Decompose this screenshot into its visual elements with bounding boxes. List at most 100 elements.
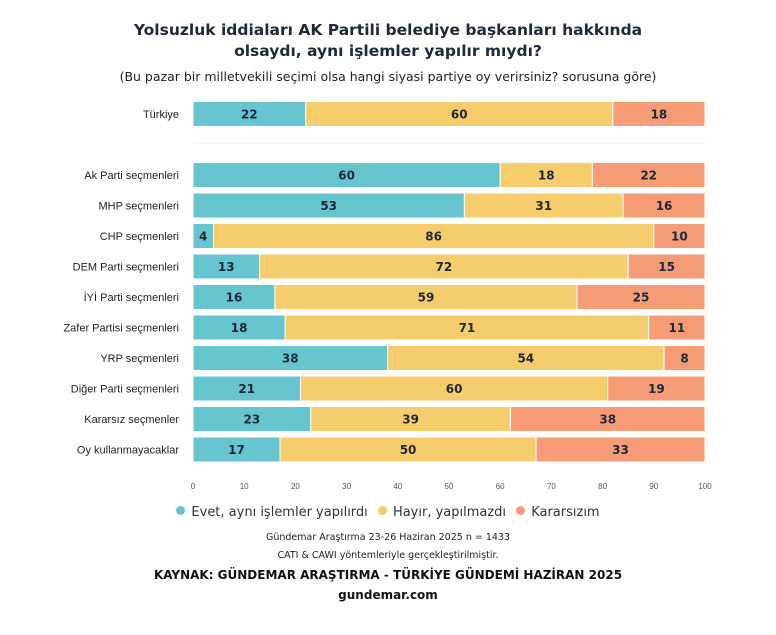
stacked-bar-chart: 0 10 20 30 40 50 60 70 80 90 100 Türkiye 22 60 18 Ak Pa… <box>63 101 712 491</box>
bar-segment <box>192 345 389 371</box>
data-label: 53 <box>320 199 337 213</box>
legend-dot-icon <box>176 506 186 515</box>
legend: Evet, aynı işlemler yapılırdı Hayır, yap… <box>0 505 776 520</box>
bar-segment <box>284 314 650 341</box>
x-tick-label: 50 <box>445 482 454 491</box>
bar-segment <box>300 375 609 402</box>
category-label: Türkiye <box>143 109 179 121</box>
category-label: DEM Parti seçmenleri <box>73 262 179 274</box>
bar-segment <box>192 375 302 402</box>
data-label: 21 <box>238 382 255 396</box>
x-tick-label: 60 <box>496 482 505 491</box>
category-label: YRP seçmenleri <box>100 353 179 365</box>
data-label: 19 <box>648 382 665 396</box>
x-tick-label: 10 <box>240 482 249 491</box>
x-tick-label: 100 <box>698 482 712 491</box>
category-label: Zafer Partisi seçmenleri <box>63 323 179 335</box>
x-tick-label: 40 <box>393 482 402 491</box>
data-label: 60 <box>338 169 355 183</box>
data-label: 60 <box>446 382 463 396</box>
bar-segment <box>463 192 624 219</box>
legend-dot-icon <box>516 506 526 515</box>
bar-segment <box>310 406 511 432</box>
x-tick-label: 0 <box>191 482 196 491</box>
data-label: 22 <box>640 169 657 183</box>
data-label: 25 <box>633 291 650 305</box>
bar-segment <box>192 406 312 432</box>
bar-segment <box>535 436 706 463</box>
data-label: 8 <box>680 352 688 366</box>
bar-segment <box>192 284 276 310</box>
bar-segment <box>607 375 706 402</box>
bar-segment <box>192 436 281 463</box>
bar-segment <box>591 162 706 188</box>
data-label: 86 <box>425 230 442 244</box>
legend-label: Hayır, yapılmazdı <box>392 505 507 520</box>
category-label: CHP seçmenleri <box>100 231 179 243</box>
bar-segment <box>499 162 593 188</box>
data-label: 71 <box>459 321 476 335</box>
data-label: 4 <box>199 230 207 244</box>
legend-label: Evet, aynı işlemler yapılırdı <box>191 505 368 520</box>
method-note: CATI & CAWI yöntemleriyle gerçekleştiril… <box>277 550 499 561</box>
legend-dot-icon <box>377 506 387 515</box>
data-label: 16 <box>656 199 673 213</box>
x-tick-label: 90 <box>649 482 658 491</box>
category-label: MHP seçmenleri <box>99 201 180 213</box>
bar-segment <box>648 314 706 341</box>
data-label: 16 <box>226 291 243 305</box>
chart-title: Yolsuzluk iddiaları AK Partili belediye … <box>133 21 643 60</box>
legend-item: Kararsızım <box>516 505 600 520</box>
data-label: 72 <box>436 260 453 274</box>
x-tick-label: 20 <box>291 482 300 491</box>
bar-segment <box>612 101 706 127</box>
legend-item: Evet, aynı işlemler yapılırdı <box>176 505 368 520</box>
bar-segment <box>192 314 286 341</box>
x-tick-label: 70 <box>547 482 556 491</box>
bar-segment <box>192 101 307 127</box>
bar-segment <box>653 223 706 249</box>
data-label: 17 <box>228 443 245 457</box>
data-label: 60 <box>451 108 468 122</box>
data-label: 39 <box>402 413 419 427</box>
bar-segment <box>192 192 465 219</box>
data-label: 22 <box>241 108 258 122</box>
category-label: Kararsız seçmenler <box>84 414 179 426</box>
bar-segment <box>509 406 706 432</box>
data-label: 23 <box>244 413 261 427</box>
data-label: 38 <box>599 413 616 427</box>
bar-segment <box>212 223 655 249</box>
data-label: 54 <box>517 352 534 366</box>
website: gundemar.com <box>338 588 438 602</box>
data-label: 13 <box>218 260 235 274</box>
legend-label: Kararsızım <box>531 505 600 520</box>
chart-subtitle: (Bu pazar bir milletvekili seçimi olsa h… <box>119 69 657 84</box>
category-label: Ak Parti seçmenleri <box>84 170 179 182</box>
bar-segment <box>259 253 629 280</box>
data-label: 38 <box>282 352 299 366</box>
bar-segment <box>387 345 665 371</box>
category-label: Diğer Parti seçmenleri <box>71 384 179 396</box>
source: KAYNAK: GÜNDEMAR ARAŞTIRMA - TÜRKİYE GÜN… <box>153 568 623 582</box>
data-label: 10 <box>671 230 688 244</box>
category-label: Oy kullanmayacaklar <box>77 445 179 457</box>
category-label: İYİ Parti seçmenleri <box>84 291 179 304</box>
data-label: 15 <box>658 260 675 274</box>
data-label: 18 <box>538 169 555 183</box>
survey-note: Gündemar Araştırma 23-26 Haziran 2025 n … <box>265 532 511 543</box>
data-label: 33 <box>612 443 629 457</box>
bar-segment <box>627 253 706 280</box>
bar-segment <box>192 162 501 188</box>
bar-segment <box>663 345 706 371</box>
x-tick-label: 80 <box>598 482 607 491</box>
legend-item: Hayır, yapılmazdı <box>377 505 507 520</box>
bar-segment <box>274 284 578 310</box>
data-label: 11 <box>668 321 685 335</box>
data-label: 18 <box>651 108 668 122</box>
bar-segment <box>622 192 706 219</box>
data-label: 59 <box>418 291 435 305</box>
data-label: 18 <box>231 321 248 335</box>
bar-segment <box>576 284 706 310</box>
data-label: 31 <box>535 199 552 213</box>
data-label: 50 <box>400 443 417 457</box>
